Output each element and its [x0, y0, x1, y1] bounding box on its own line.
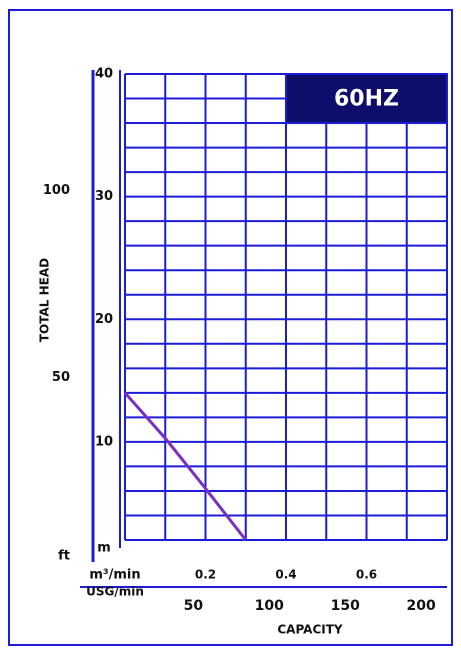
frame: [8, 9, 453, 646]
y-tick-label: 40: [95, 67, 113, 82]
y-axis-title: TOTAL HEAD: [38, 258, 52, 342]
y2-tick-label: 50: [52, 370, 70, 385]
y2-tick-label: ft: [58, 549, 70, 564]
y2-tick-label: 100: [43, 183, 70, 198]
x-tick-label: 0.4: [275, 568, 296, 582]
y-tick-label: 30: [95, 189, 113, 204]
x-unit: m³/min: [89, 568, 140, 583]
curve: [123, 391, 247, 541]
x2-tick-label: 200: [407, 598, 436, 614]
x-tick-label: 0.6: [356, 568, 377, 582]
y-tick-label: 10: [95, 434, 113, 449]
x-tick-label: 0.2: [195, 568, 216, 582]
y-tick-label: 20: [95, 312, 113, 327]
x2-unit: USG/min: [86, 585, 144, 599]
y-tick-label: m: [97, 541, 111, 556]
badge-box: [285, 73, 448, 125]
x2-tick-label: 150: [331, 598, 360, 614]
badge: 60HZ: [334, 87, 399, 112]
x-axis-title: CAPACITY: [277, 623, 343, 637]
x2-tick-label: 50: [184, 598, 204, 614]
x2-tick-label: 100: [255, 598, 284, 614]
